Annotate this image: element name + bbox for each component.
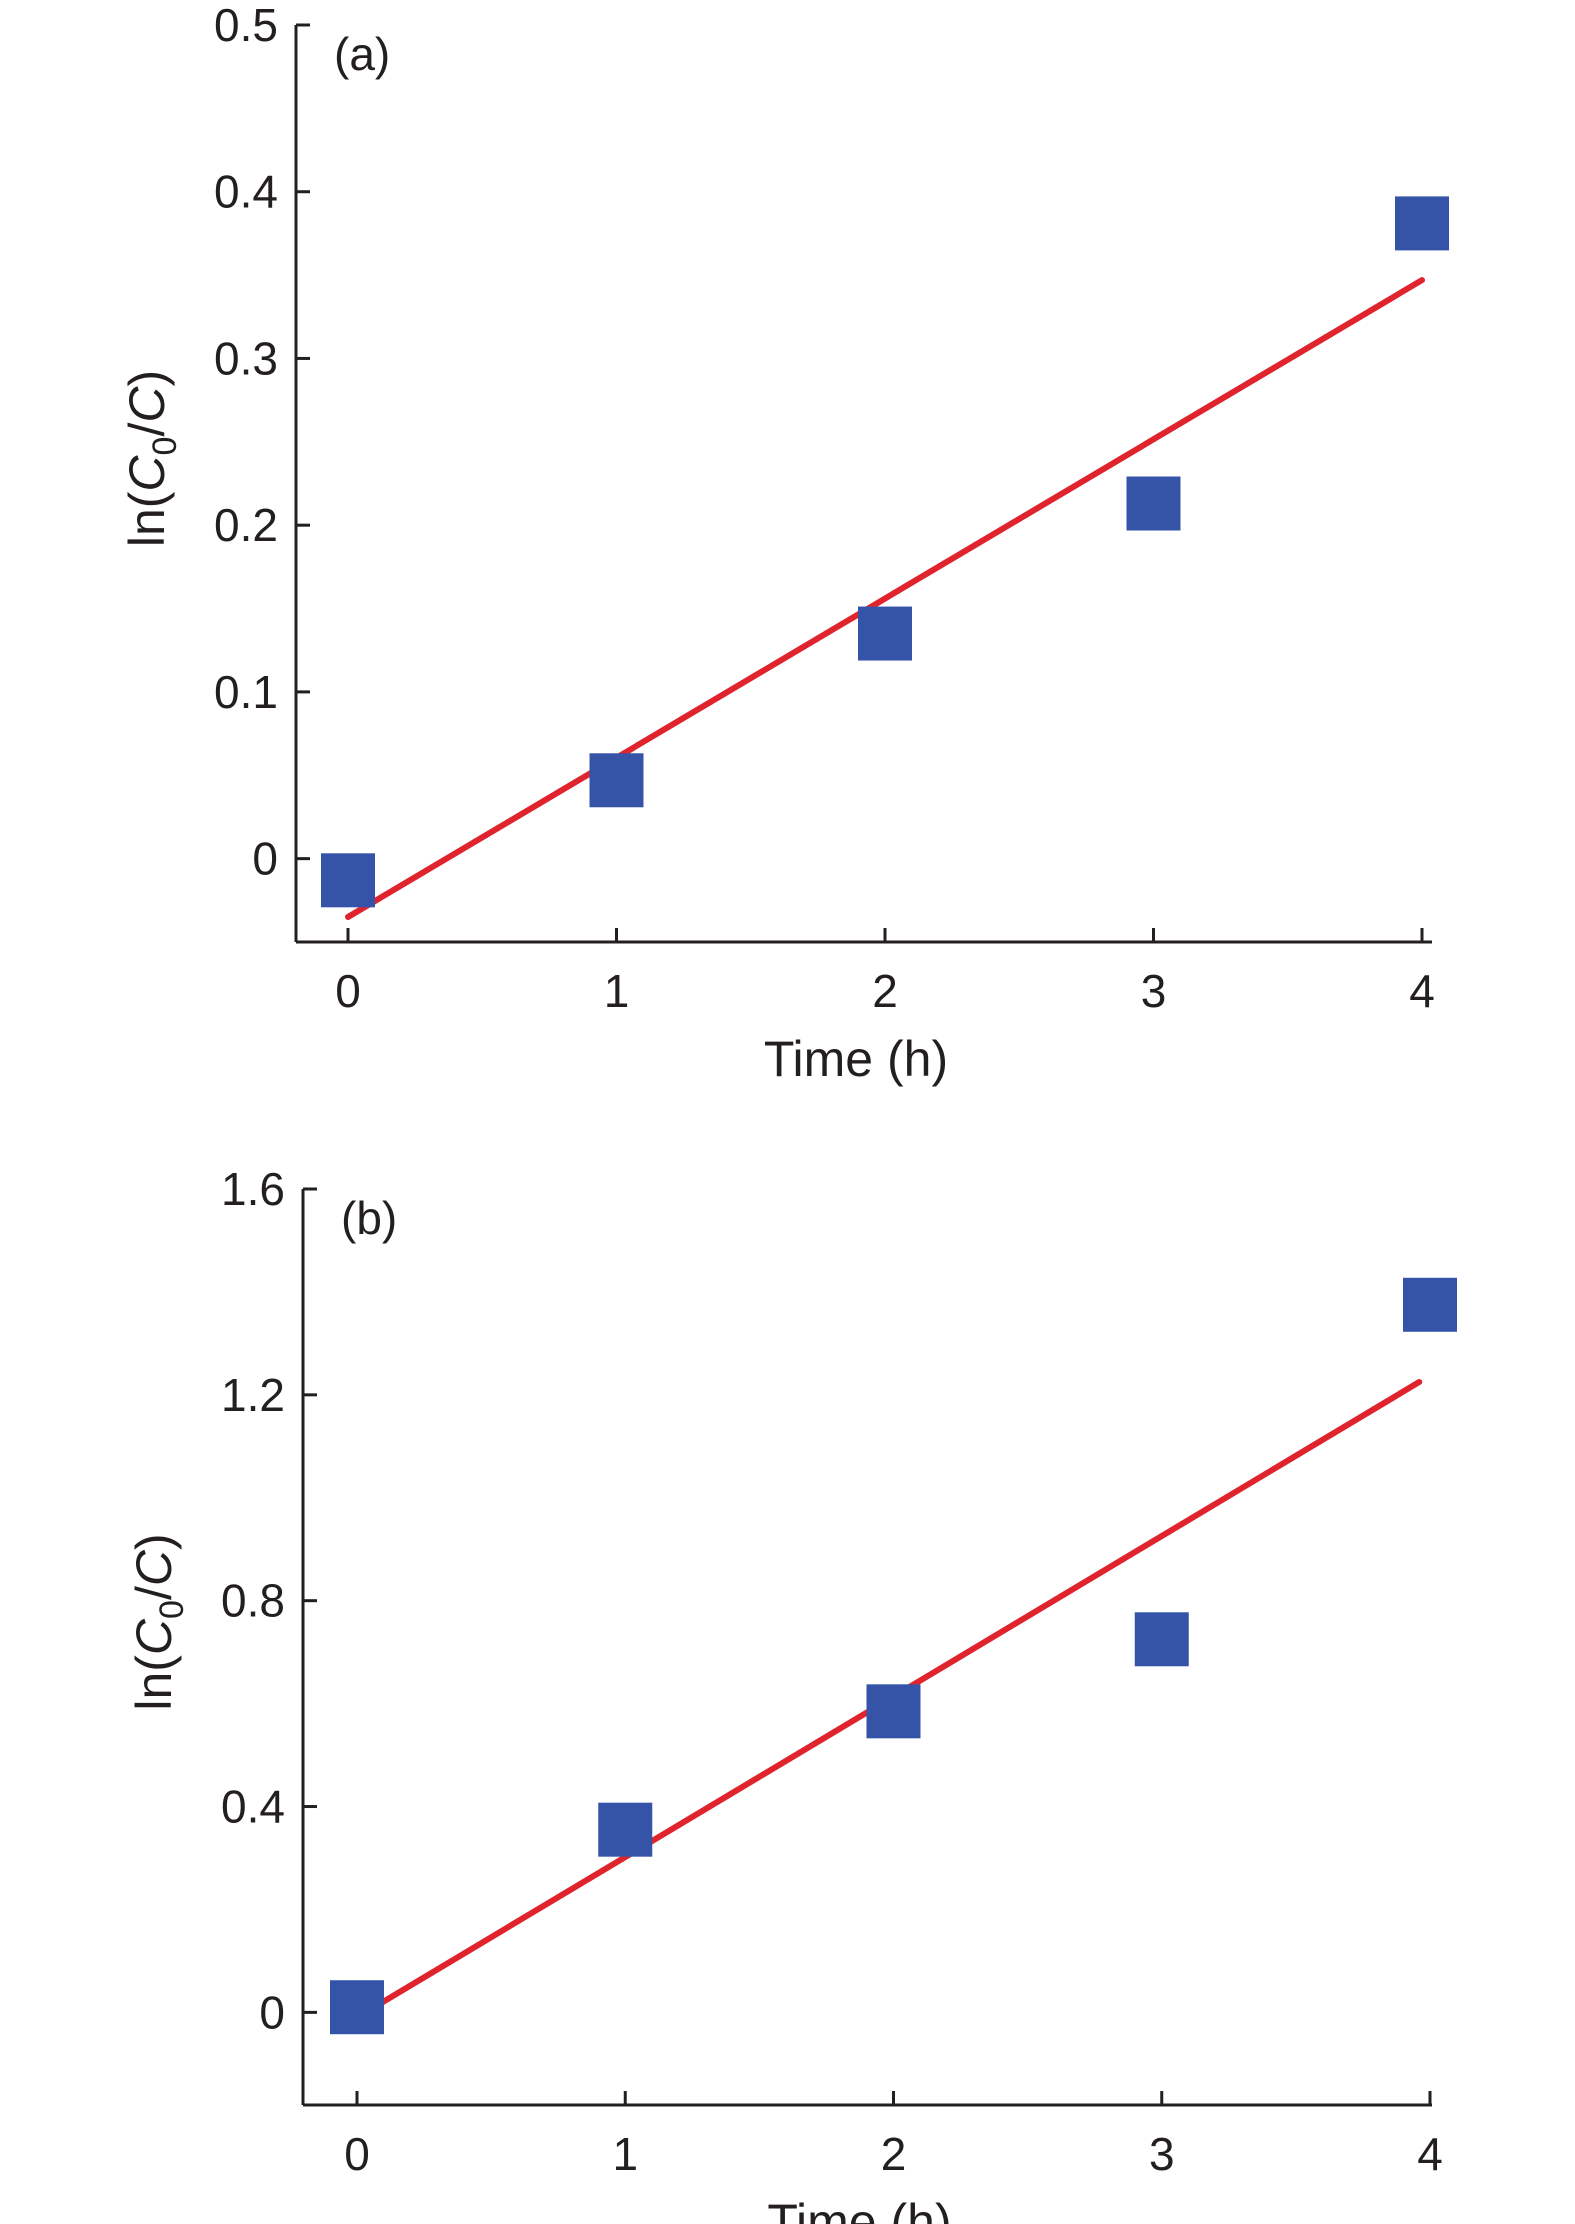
panel-label: (b) [341, 1192, 397, 1244]
y-tick-label: 0.4 [221, 1781, 285, 1833]
x-tick-label: 0 [344, 2128, 370, 2180]
y-tick-label: 0.1 [214, 666, 278, 718]
x-tick-label: 0 [335, 965, 361, 1017]
y-tick-label: 0.4 [214, 166, 278, 218]
y-axis-label-sub: 0 [153, 1600, 191, 1619]
x-tick-label: 2 [881, 2128, 907, 2180]
y-axis-label-slash: / [126, 1586, 182, 1600]
x-tick-label: 3 [1149, 2128, 1175, 2180]
y-axis-label-slash: / [119, 423, 175, 437]
y-tick-label: 0 [259, 1986, 285, 2038]
y-axis-label-sub: 0 [146, 437, 184, 456]
data-point [321, 853, 375, 908]
x-tick-label: 4 [1409, 965, 1435, 1017]
y-axis-label-c: C [119, 386, 175, 423]
y-tick-label: 0.8 [221, 1575, 285, 1627]
x-tick-label: 2 [872, 965, 898, 1017]
y-axis-label-post: /C) [119, 370, 175, 437]
y-axis-label: ln(C0/C) [126, 1533, 191, 1710]
data-point [1134, 1612, 1189, 1667]
y-axis-label-post: /C) [126, 1533, 182, 1600]
x-tick-label: 3 [1141, 965, 1167, 1017]
y-tick-label: 0.2 [214, 499, 278, 551]
y-axis-label-c: C [126, 1549, 182, 1586]
data-point [1126, 476, 1181, 531]
data-point [1403, 1277, 1457, 1332]
data-point [598, 1802, 653, 1857]
y-tick-label: 1.2 [221, 1369, 285, 1421]
x-tick-label: 1 [612, 2128, 638, 2180]
fit-line [345, 277, 1425, 920]
y-axis-label-main: C [126, 1618, 182, 1655]
y-tick-label: 0.3 [214, 332, 278, 384]
y-axis-label-pre: ln( [119, 491, 175, 547]
y-tick-label: 0 [252, 833, 278, 885]
data-point [1395, 196, 1449, 251]
data-point [330, 1980, 384, 2035]
x-axis-label: Time (h) [764, 1031, 948, 1087]
x-tick-label: 4 [1417, 2128, 1443, 2180]
y-axis-label-main: C [119, 455, 175, 492]
panel-label: (a) [334, 28, 390, 80]
y-axis-label-pre: ln( [126, 1655, 182, 1711]
y-axis-label-close: ) [126, 1533, 182, 1550]
x-tick-label: 1 [604, 965, 630, 1017]
data-point [866, 1684, 921, 1739]
y-tick-label: 0.5 [214, 0, 278, 51]
y-tick-label: 1.6 [221, 1163, 285, 1215]
y-axis-label-close: ) [119, 370, 175, 387]
data-point [858, 606, 912, 661]
x-axis-label: Time (h) [767, 2194, 951, 2224]
y-axis-label: ln(C0/C) [119, 370, 184, 547]
data-point [589, 753, 644, 808]
